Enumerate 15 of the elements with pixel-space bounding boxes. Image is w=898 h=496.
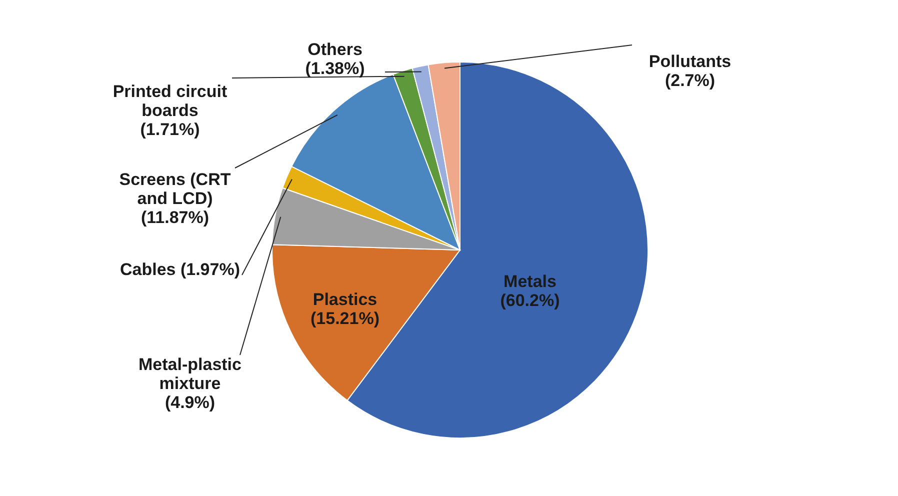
- data-label: (1.38%): [305, 59, 365, 78]
- data-label: (2.7%): [664, 71, 716, 90]
- data-label: (11.87%): [140, 208, 210, 227]
- slice-label: Others: [308, 40, 362, 59]
- data-label: (15.21%): [310, 309, 380, 328]
- slice-label: Cables (1.97%): [120, 260, 240, 279]
- slice-label: Metal-plastic mixture: [138, 355, 242, 393]
- slice-label: Screens (CRT and LCD): [119, 170, 232, 208]
- data-label: (60.2%): [500, 291, 560, 310]
- slice-label: Pollutants: [648, 52, 732, 71]
- data-label: (1.71%): [140, 120, 200, 139]
- slice-label: Metals: [504, 272, 556, 291]
- data-label: (4.9%): [164, 393, 216, 412]
- slice-label: Plastics: [312, 290, 378, 309]
- slice-label: Printed circuit boards: [112, 82, 228, 120]
